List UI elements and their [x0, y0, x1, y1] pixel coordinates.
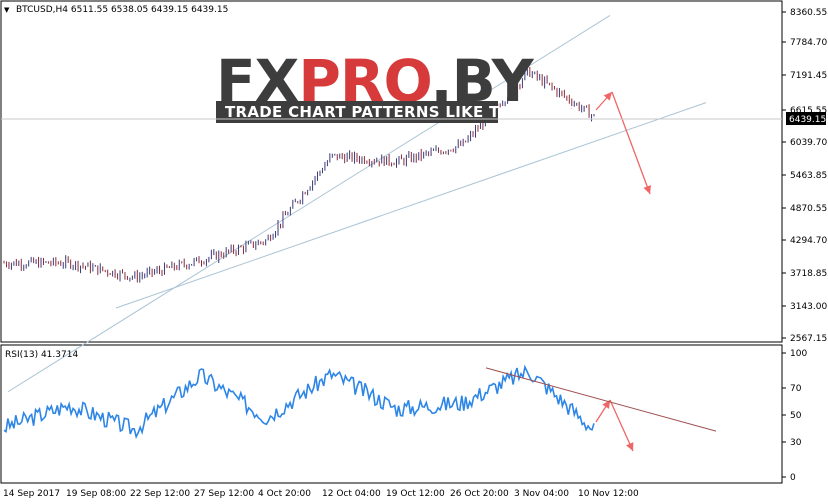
price-tick: 8360.55: [790, 8, 827, 18]
time-tick: 14 Sep 2017: [3, 489, 60, 499]
price-axis: 8360.55 7784.70 7191.45 6615.55 6039.70 …: [782, 8, 827, 344]
rsi-panel: [0, 344, 783, 484]
rsi-series-line: [3, 364, 595, 439]
watermark-logo: FXPRO.BY TRADE CHART PATTERNS LIKE THE P…: [216, 47, 576, 123]
time-axis: 14 Sep 2017 19 Sep 08:00 22 Sep 12:00 27…: [3, 489, 639, 499]
symbol-quote: BTCUSD,H4 6511.55 6538.05 6439.15 6439.1…: [16, 5, 228, 15]
rsi-tick: 30: [790, 438, 802, 448]
rsi-arrow-up-head: [602, 400, 610, 409]
time-tick: 3 Nov 04:00: [514, 489, 569, 499]
time-tick: 19 Sep 08:00: [66, 489, 126, 499]
rsi-arrow-down: [609, 399, 634, 452]
time-tick: 19 Oct 12:00: [386, 489, 445, 499]
rsi-tick: 0: [790, 473, 796, 483]
channel-upper-line: [7, 14, 611, 393]
watermark-tagline: TRADE CHART PATTERNS LIKE THE PROS: [225, 103, 576, 121]
symbol-menu-arrow[interactable]: ▼: [4, 6, 10, 14]
rsi-tick: 100: [790, 349, 807, 359]
time-tick: 12 Oct 04:00: [322, 489, 381, 499]
current-price-label: 6439.15: [789, 115, 826, 125]
price-tick: 3143.00: [790, 302, 827, 312]
price-arrow-down-head: [643, 185, 651, 194]
price-tick: 4294.70: [790, 236, 827, 246]
price-tick: 6615.55: [790, 106, 827, 116]
rsi-trend-line: [485, 367, 717, 432]
rsi-arrow-down-head: [626, 442, 634, 451]
time-tick: 10 Nov 12:00: [578, 489, 639, 499]
time-tick: 27 Sep 12:00: [194, 489, 254, 499]
watermark-band: [216, 101, 498, 123]
price-tick: 7191.45: [790, 71, 827, 81]
price-tick: 4870.55: [790, 204, 827, 214]
forecast-arrows: [595, 91, 651, 452]
rsi-axis: 100 70 50 30 0: [782, 349, 807, 483]
channel-lower-line: [115, 102, 707, 309]
time-tick: 4 Oct 20:00: [258, 489, 311, 499]
price-tick: 2567.15: [790, 334, 827, 344]
rsi-label: RSI(13) 41.3714: [5, 350, 78, 360]
price-arrow-down: [611, 91, 651, 195]
candles: [3, 66, 595, 283]
price-tick: 6039.70: [790, 138, 827, 148]
trend-channel: [7, 14, 707, 393]
price-panel: [0, 0, 783, 343]
price-arrow-up-head: [603, 92, 612, 101]
rsi-tick: 50: [790, 411, 802, 421]
current-price-box: [786, 112, 826, 125]
time-tick: 22 Sep 12:00: [130, 489, 190, 499]
price-tick: 5463.85: [790, 171, 827, 181]
rsi-line: [3, 364, 717, 439]
time-tick: 26 Oct 20:00: [450, 489, 509, 499]
rsi-tick: 70: [790, 384, 802, 394]
price-tick: 7784.70: [790, 38, 827, 48]
price-tick: 3718.85: [790, 269, 827, 279]
